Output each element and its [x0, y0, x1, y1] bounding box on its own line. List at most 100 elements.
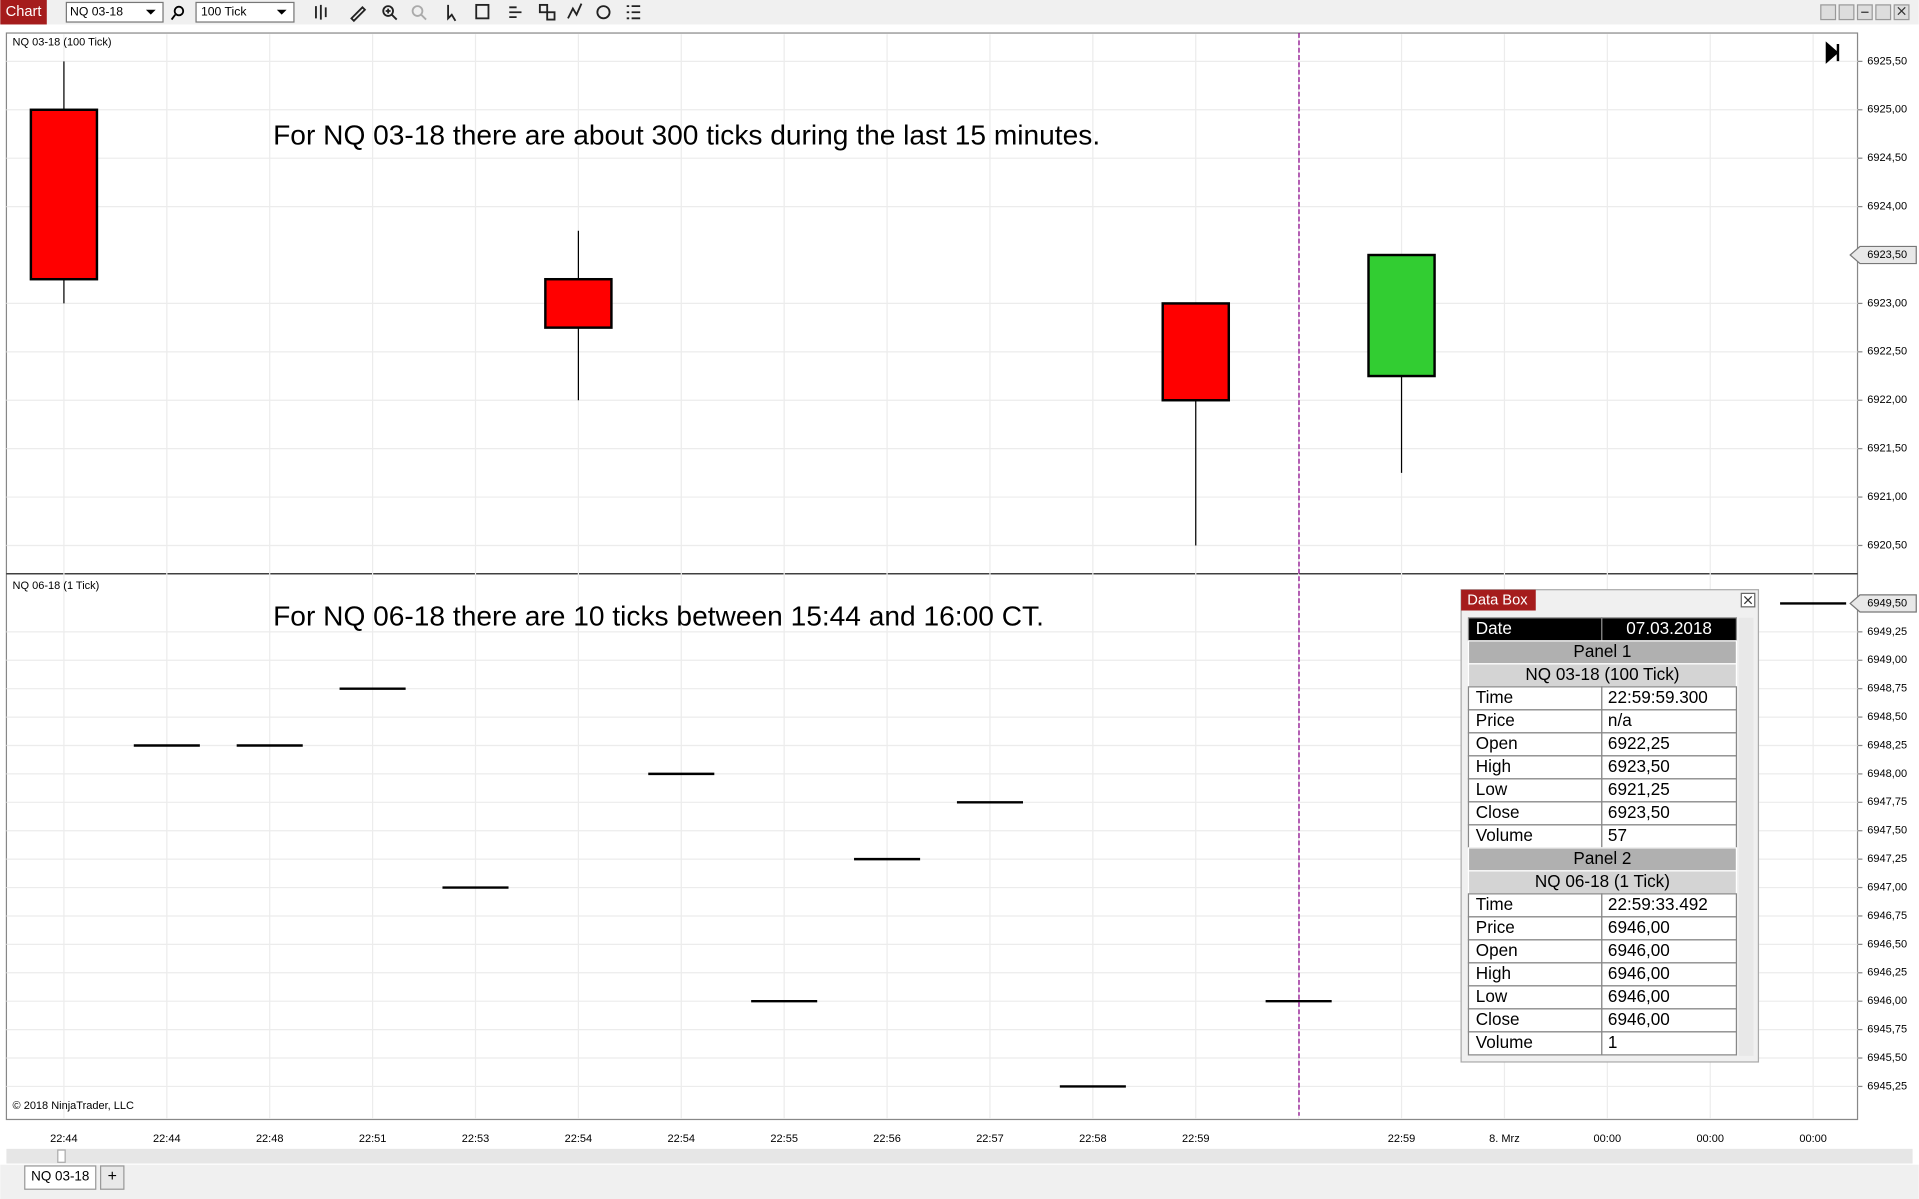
window-button-glyphs: [1861, 6, 1906, 16]
price-marker: [1849, 245, 1917, 265]
x-tick-label: 22:44: [50, 1133, 78, 1145]
y-tick-label: 6947,50: [1867, 825, 1907, 837]
data-box-key: Low: [1476, 780, 1508, 799]
scrollbar[interactable]: [6, 1148, 1913, 1164]
y-tick-label: 6924,50: [1867, 152, 1907, 164]
y-tick-label: 6949,00: [1867, 654, 1907, 666]
dropdown-arrow: [276, 9, 287, 15]
y-tick-label: 6921,00: [1867, 491, 1907, 503]
y-tick-label: 6946,75: [1867, 910, 1907, 922]
x-tick-label: 00:00: [1594, 1133, 1622, 1145]
data-box-key: Low: [1476, 987, 1508, 1006]
x-tick-label: 22:59: [1182, 1133, 1210, 1145]
scroll-thumb[interactable]: [57, 1149, 66, 1163]
x-tick-label: 22:58: [1079, 1133, 1107, 1145]
data-box-value: 6946,00: [1608, 987, 1670, 1006]
data-box-key: Open: [1476, 941, 1518, 960]
data-box-value: 6923,50: [1608, 757, 1670, 776]
interval-label[interactable]: 100 Tick: [201, 4, 247, 18]
data-box-key: Price: [1476, 918, 1515, 937]
y-tick-label: 6924,00: [1867, 201, 1907, 213]
candle-body: [1161, 302, 1231, 402]
panel-label: NQ 03-18 (100 Tick): [13, 37, 112, 49]
search-icon-handle: [170, 14, 176, 21]
marks: [29, 61, 1847, 1088]
data-box-value: 6921,25: [1608, 780, 1670, 799]
x-tick-label: 22:55: [770, 1133, 798, 1145]
x-tick-label: 00:00: [1799, 1133, 1827, 1145]
x-tick-label: 00:00: [1696, 1133, 1724, 1145]
data-box: Data Box Date 07.03.2018 Panel 1 NQ 03-18 (…: [1460, 589, 1760, 1063]
data-box-section-label: NQ 03-18 (100 Tick): [1525, 665, 1679, 684]
data-box-key: Close: [1476, 1010, 1520, 1029]
data-box-value: 07.03.2018: [1626, 619, 1712, 638]
interval-select[interactable]: [195, 1, 295, 23]
y-tick-label: 6923,00: [1867, 297, 1907, 309]
add-tab-label[interactable]: +: [108, 1168, 117, 1185]
data-box-key: Open: [1476, 734, 1518, 753]
y-tick-label: 6945,25: [1867, 1080, 1907, 1092]
y-tick-label: 6947,75: [1867, 796, 1907, 808]
data-box-value: 1: [1608, 1033, 1618, 1052]
candle-body: [544, 277, 613, 329]
chart-menu[interactable]: [0, 0, 47, 25]
search-icon[interactable]: [173, 5, 185, 17]
data-box-key: Volume: [1476, 1033, 1533, 1052]
x-tick-label: 22:53: [462, 1133, 490, 1145]
y-tick-label: 6945,50: [1867, 1052, 1907, 1064]
window-buttons[interactable]: [1820, 4, 1910, 21]
y-tick-label: 6948,25: [1867, 739, 1907, 751]
y-tick-label: 6945,75: [1867, 1024, 1907, 1036]
x-tick-label: 22:44: [153, 1133, 181, 1145]
y-tick-label: 6925,50: [1867, 55, 1907, 67]
scroll-to-end[interactable]: [1825, 41, 1840, 64]
data-box-title: Data Box: [1467, 593, 1528, 609]
data-box-value: 6946,00: [1608, 941, 1670, 960]
y-tick-label: 6949,25: [1867, 626, 1907, 638]
panel-label: NQ 06-18 (1 Tick): [13, 580, 100, 592]
tab-label[interactable]: NQ 03-18: [31, 1169, 89, 1184]
y-tick-label: 6925,00: [1867, 104, 1907, 116]
data-box-value: 57: [1608, 826, 1627, 845]
y-tick-label: 6946,25: [1867, 967, 1907, 979]
price-marker-label: 6923,50: [1867, 249, 1907, 261]
data-box-value: 6922,25: [1608, 734, 1670, 753]
data-box-key: High: [1476, 757, 1511, 776]
data-box-scrollbar[interactable]: [1738, 617, 1754, 1056]
y-tick-label: 6946,50: [1867, 938, 1907, 950]
y-tick-label: 6922,00: [1867, 394, 1907, 406]
data-box-value: 22:59:33.492: [1608, 895, 1708, 914]
candle-body: [1367, 253, 1436, 378]
chart-menu-label[interactable]: Chart: [6, 4, 42, 20]
data-box-key: Close: [1476, 803, 1520, 822]
x-tick-label: 22:56: [873, 1133, 901, 1145]
data-box-value: n/a: [1608, 711, 1632, 730]
instrument-label[interactable]: NQ 03-18: [70, 4, 123, 18]
data-box-section-label: NQ 06-18 (1 Tick): [1535, 872, 1670, 891]
x-tick-label: 22:54: [565, 1133, 593, 1145]
x-tick-label: 22:48: [256, 1133, 284, 1145]
data-box-title-bar: [1461, 589, 1536, 611]
x-tick-label: 22:57: [976, 1133, 1004, 1145]
add-tab[interactable]: [100, 1165, 125, 1190]
data-box-section-label: Panel 1: [1573, 642, 1631, 661]
y-tick-label: 6948,50: [1867, 711, 1907, 723]
price-marker-label: 6949,50: [1867, 597, 1907, 609]
dropdown-arrow: [145, 9, 156, 15]
x-tick-label: 8. Mrz: [1489, 1133, 1520, 1145]
candle-body: [29, 108, 99, 281]
x-tick-label: 22:54: [668, 1133, 696, 1145]
copyright: © 2018 NinjaTrader, LLC: [13, 1100, 134, 1112]
data-box-key: Price: [1476, 711, 1515, 730]
data-box-key: Time: [1476, 895, 1513, 914]
y-tick-label: 6947,00: [1867, 881, 1907, 893]
annotation: For NQ 06-18 there are 10 ticks between …: [273, 600, 1044, 631]
y-tick-label: 6946,00: [1867, 995, 1907, 1007]
toolbar-icons[interactable]: [315, 3, 641, 23]
instrument-select[interactable]: [65, 1, 164, 23]
tab[interactable]: [24, 1165, 97, 1190]
x-tick-label: 22:51: [359, 1133, 387, 1145]
y-tick-label: 6947,25: [1867, 853, 1907, 865]
